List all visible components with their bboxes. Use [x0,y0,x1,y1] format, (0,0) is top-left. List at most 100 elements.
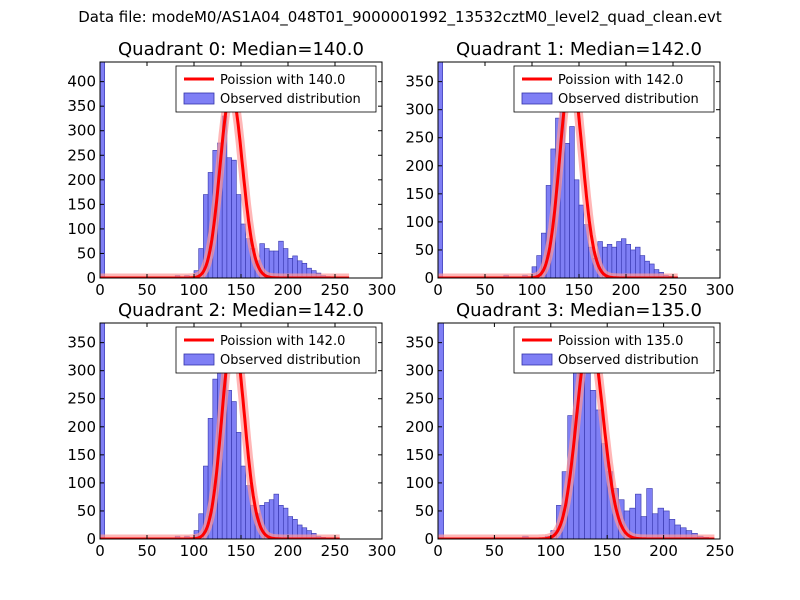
histogram-bar [273,493,279,539]
histogram-bar [282,507,289,539]
x-tick-label: 50 [475,281,494,299]
legend-label: Poission with 142.0 [558,73,683,88]
x-tick-label: 100 [180,281,209,299]
y-tick-label: 350 [67,334,96,352]
histogram-bar [589,390,597,539]
histogram-bar [100,323,105,539]
histogram-bar [100,62,105,278]
y-tick-label: 350 [405,334,434,352]
y-tick-label: 400 [67,73,96,91]
legend-label: Poission with 140.0 [220,73,345,88]
histogram-bar [278,240,284,278]
poisson-curve [100,90,350,278]
histogram-bar [240,223,246,278]
y-tick-label: 150 [67,195,96,213]
x-tick-label: 150 [593,542,622,560]
legend-bar-swatch [183,353,215,366]
histogram-bar [625,244,631,278]
histogram-bar [231,159,237,278]
y-tick-label: 0 [424,269,434,287]
plot-area [100,323,340,539]
legend-label: Observed distribution [558,92,699,107]
y-tick-label: 50 [415,241,434,259]
y-tick-label: 300 [405,362,434,380]
x-tick-label: 200 [274,281,303,299]
legend-label: Observed distribution [220,353,361,368]
y-tick-label: 150 [405,185,434,203]
y-tick-label: 300 [67,122,96,140]
y-tick-label: 300 [67,362,96,380]
histogram-bar [231,401,237,539]
x-tick-label: 50 [137,281,156,299]
y-tick-label: 0 [424,530,434,548]
histogram-bar [635,246,641,278]
x-tick-label: 100 [518,281,547,299]
x-tick-label: 150 [565,281,594,299]
histogram-bar [635,493,642,539]
x-tick-label: 300 [368,281,397,299]
x-tick-label: 150 [227,542,256,560]
histogram-bar [578,204,584,278]
x-tick-label: 250 [659,281,688,299]
histogram-bar [226,157,232,278]
x-tick-label: 0 [433,281,443,299]
y-tick-label: 100 [67,474,96,492]
legend: Poission with 140.0 Observed distribution [175,65,377,113]
y-tick-label: 100 [405,213,434,231]
y-tick-label: 150 [405,446,434,464]
x-tick-label: 100 [536,542,565,560]
histogram-bar [569,126,575,278]
histogram-bar [438,62,443,278]
x-tick-label: 300 [368,542,397,560]
x-tick-label: 250 [706,542,735,560]
histogram-bar [646,488,653,539]
poisson-curve [100,332,340,539]
legend-label: Observed distribution [220,92,361,107]
y-tick-label: 0 [86,530,96,548]
x-tick-label: 250 [321,542,350,560]
y-tick-label: 100 [405,474,434,492]
y-tick-label: 50 [77,502,96,520]
y-tick-label: 100 [67,220,96,238]
y-tick-label: 0 [86,269,96,287]
y-tick-label: 150 [67,446,96,464]
legend: Poission with 142.0 Observed distribution [175,326,377,374]
axes-frame [437,322,721,540]
chart-panel-1: 0 50 100 150 200 250 300 0 50 100 150 200 250 300 350 Q… [405,39,734,299]
x-tick-label: 0 [95,542,105,560]
y-tick-label: 350 [405,73,434,91]
histogram-bar [573,179,580,278]
histogram-bar [278,505,284,539]
x-tick-label: 250 [321,281,350,299]
plot-area [438,323,715,539]
y-tick-label: 200 [67,171,96,189]
y-tick-label: 200 [67,418,96,436]
legend-bar-swatch [521,92,553,105]
histogram-bar [616,241,622,278]
y-tick-label: 250 [67,390,96,408]
subplot-title: Quadrant 2: Median=142.0 [118,300,364,321]
x-tick-label: 50 [137,542,156,560]
y-tick-label: 350 [67,97,96,115]
y-tick-label: 250 [67,146,96,164]
legend-bar-swatch [521,353,553,366]
figure-title: Data file: modeM0/AS1A04_048T01_90000019… [78,8,722,26]
histogram-bar [620,238,627,278]
histogram-bar [584,359,591,539]
subplot-title: Quadrant 3: Median=135.0 [456,300,702,321]
chart-panel-3: 0 50 100 150 200 250 0 50 100 150 200 250 300 350 Quad… [405,300,734,560]
chart-panel-0: 0 50 100 150 200 250 300 0 50 100 150 200 250 300 350 4… [67,39,396,299]
poisson-curve [438,332,715,539]
histogram-bar [236,194,242,278]
histogram-bar [236,432,242,539]
y-tick-label: 250 [405,129,434,147]
legend-label: Poission with 135.0 [558,334,683,349]
x-tick-label: 50 [485,542,504,560]
legend-bar-swatch [183,92,215,105]
x-tick-label: 100 [180,542,209,560]
y-tick-label: 200 [405,418,434,436]
legend-label: Poission with 142.0 [220,334,345,349]
y-tick-label: 50 [77,244,96,262]
x-tick-label: 0 [95,281,105,299]
